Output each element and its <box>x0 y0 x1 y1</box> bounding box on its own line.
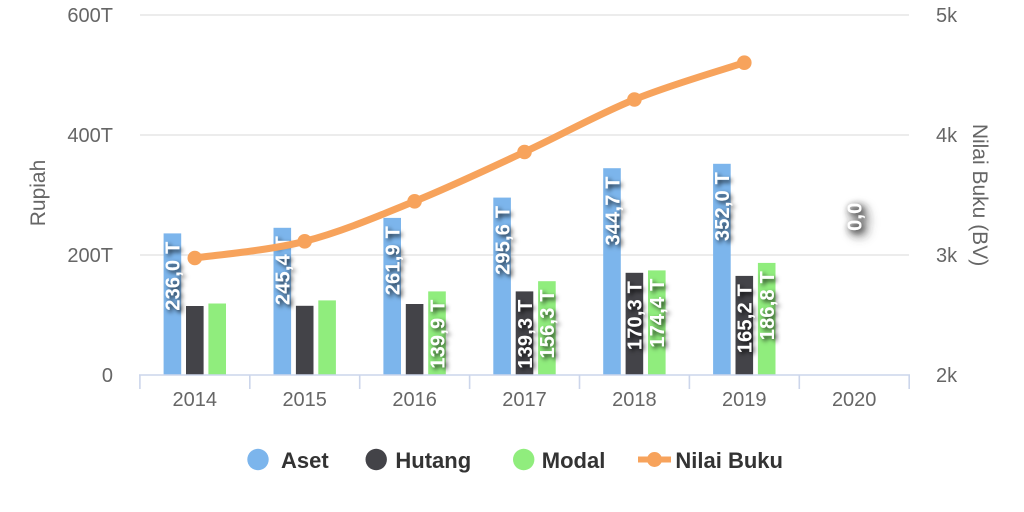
svg-text:2019: 2019 <box>722 389 767 411</box>
svg-text:2020: 2020 <box>832 389 877 411</box>
svg-text:2014: 2014 <box>173 389 218 411</box>
svg-text:Modal: Modal <box>542 448 606 473</box>
svg-text:156,3 T: 156,3 T <box>537 289 559 358</box>
svg-text:165,2 T: 165,2 T <box>735 284 757 353</box>
svg-text:2017: 2017 <box>502 389 547 411</box>
svg-text:2k: 2k <box>936 365 958 387</box>
svg-text:174,4 T: 174,4 T <box>647 279 669 348</box>
svg-text:0: 0 <box>102 365 113 387</box>
svg-text:245,4 T: 245,4 T <box>273 236 295 305</box>
svg-text:352,0 T: 352,0 T <box>712 172 734 241</box>
svg-text:3k: 3k <box>936 245 958 267</box>
svg-text:2015: 2015 <box>282 389 327 411</box>
svg-text:Aset: Aset <box>281 448 329 473</box>
svg-text:Nilai Buku (BV): Nilai Buku (BV) <box>968 124 991 266</box>
svg-text:236,0 T: 236,0 T <box>163 242 185 311</box>
svg-text:200T: 200T <box>67 245 113 267</box>
svg-text:170,3 T: 170,3 T <box>625 281 647 350</box>
svg-text:Nilai Buku: Nilai Buku <box>675 448 783 473</box>
svg-text:139,9 T: 139,9 T <box>427 300 449 369</box>
svg-text:295,6 T: 295,6 T <box>492 206 514 275</box>
svg-text:4k: 4k <box>936 125 958 147</box>
svg-text:Rupiah: Rupiah <box>27 160 50 227</box>
svg-text:600T: 600T <box>67 5 113 27</box>
svg-text:344,7 T: 344,7 T <box>602 176 624 245</box>
svg-text:261,9 T: 261,9 T <box>383 226 405 295</box>
svg-text:2016: 2016 <box>392 389 437 411</box>
svg-text:2018: 2018 <box>612 389 657 411</box>
svg-text:139,3 T: 139,3 T <box>515 300 537 369</box>
svg-text:0,0: 0,0 <box>845 203 867 231</box>
svg-text:5k: 5k <box>936 5 958 27</box>
svg-text:Hutang: Hutang <box>395 448 471 473</box>
svg-text:186,8 T: 186,8 T <box>757 271 779 340</box>
svg-text:400T: 400T <box>67 125 113 147</box>
